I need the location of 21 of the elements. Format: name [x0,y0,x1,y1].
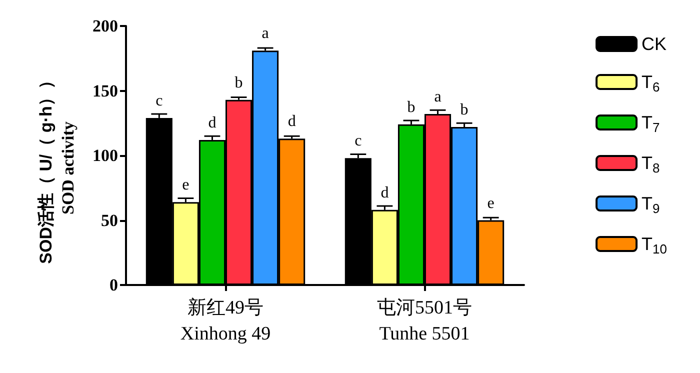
data-label: e [182,176,190,194]
data-label: a [434,88,442,106]
y-tick-label: 150 [92,81,118,100]
data-label: b [460,102,468,119]
x-tick-label: 屯河5501号 Tunhe 5501 [377,298,472,344]
y-tick-label: 200 [92,16,118,36]
y-tick-label: 0 [110,276,118,294]
data-label: d [288,113,296,130]
data-label: d [380,184,389,202]
legend-label: CK [642,34,667,54]
data-label: e [487,194,494,212]
y-axis-title: SOD活性（ U/（ g·h）） SOD activity [36,72,78,264]
data-label: c [156,92,163,110]
data-label: d [208,114,216,132]
y-tick-label: 50 [101,210,118,230]
y-tick-label: 100 [92,146,118,165]
data-label: b [407,98,416,116]
x-tick-label: 新红49号 Xinhong 49 [180,296,271,344]
data-label: a [262,25,269,42]
data-label: b [234,74,243,92]
data-label: c [354,132,362,150]
